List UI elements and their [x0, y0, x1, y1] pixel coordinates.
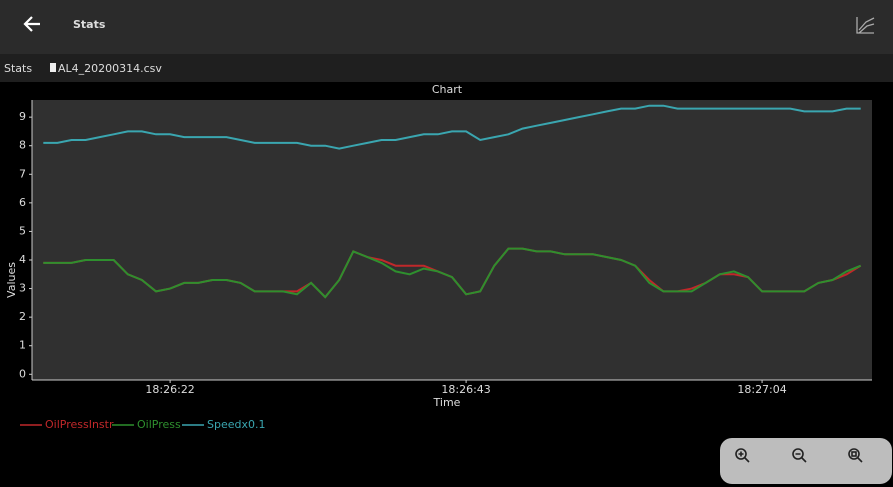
y-tick-label: 2	[19, 310, 26, 323]
legend-label: OilPressInstr	[45, 418, 114, 431]
x-axis-label: Time	[433, 396, 461, 409]
x-tick-label: 18:26:43	[441, 383, 490, 396]
breadcrumb-bar: Stats AL4_20200314.csv	[0, 54, 893, 82]
x-tick-label: 18:26:22	[145, 383, 194, 396]
page-title: Stats	[73, 18, 106, 31]
zoom-controls	[720, 438, 892, 484]
breadcrumb-label: Stats	[4, 62, 32, 75]
y-tick-label: 3	[19, 282, 26, 295]
y-tick-label: 7	[19, 167, 26, 180]
app-bar-icons: Stats	[23, 16, 875, 34]
y-tick-label: 5	[19, 224, 26, 237]
y-tick-label: 0	[19, 367, 26, 380]
file-icon	[50, 63, 56, 72]
x-tick-label: 18:27:04	[737, 383, 786, 396]
y-tick-label: 6	[19, 196, 26, 209]
y-axis-label: Values	[5, 262, 18, 298]
back-button[interactable]	[23, 16, 40, 32]
plot-area	[32, 100, 872, 380]
y-tick-label: 8	[19, 139, 26, 152]
file-name: AL4_20200314.csv	[58, 62, 162, 75]
zoom-reset-button[interactable]	[848, 448, 863, 463]
chart-icon[interactable]	[856, 17, 875, 34]
zoom-in-button[interactable]	[735, 448, 750, 463]
series-line	[43, 247, 862, 299]
breadcrumb: Stats AL4_20200314.csv	[4, 62, 162, 75]
series-line	[43, 104, 861, 150]
app-bar: Stats	[0, 0, 893, 54]
y-tick-label: 1	[19, 339, 26, 352]
zoom-out-button[interactable]	[792, 448, 807, 463]
legend-label: Speedx0.1	[207, 418, 266, 431]
chart: Chart Time Values 0 1 2 3 4 5 6 7 8 9 18:26:22 18:2…	[5, 83, 892, 484]
legend-label: OilPress	[137, 418, 181, 431]
y-tick-label: 9	[19, 110, 26, 123]
chart-title: Chart	[432, 83, 463, 96]
y-tick-label: 4	[19, 253, 26, 266]
